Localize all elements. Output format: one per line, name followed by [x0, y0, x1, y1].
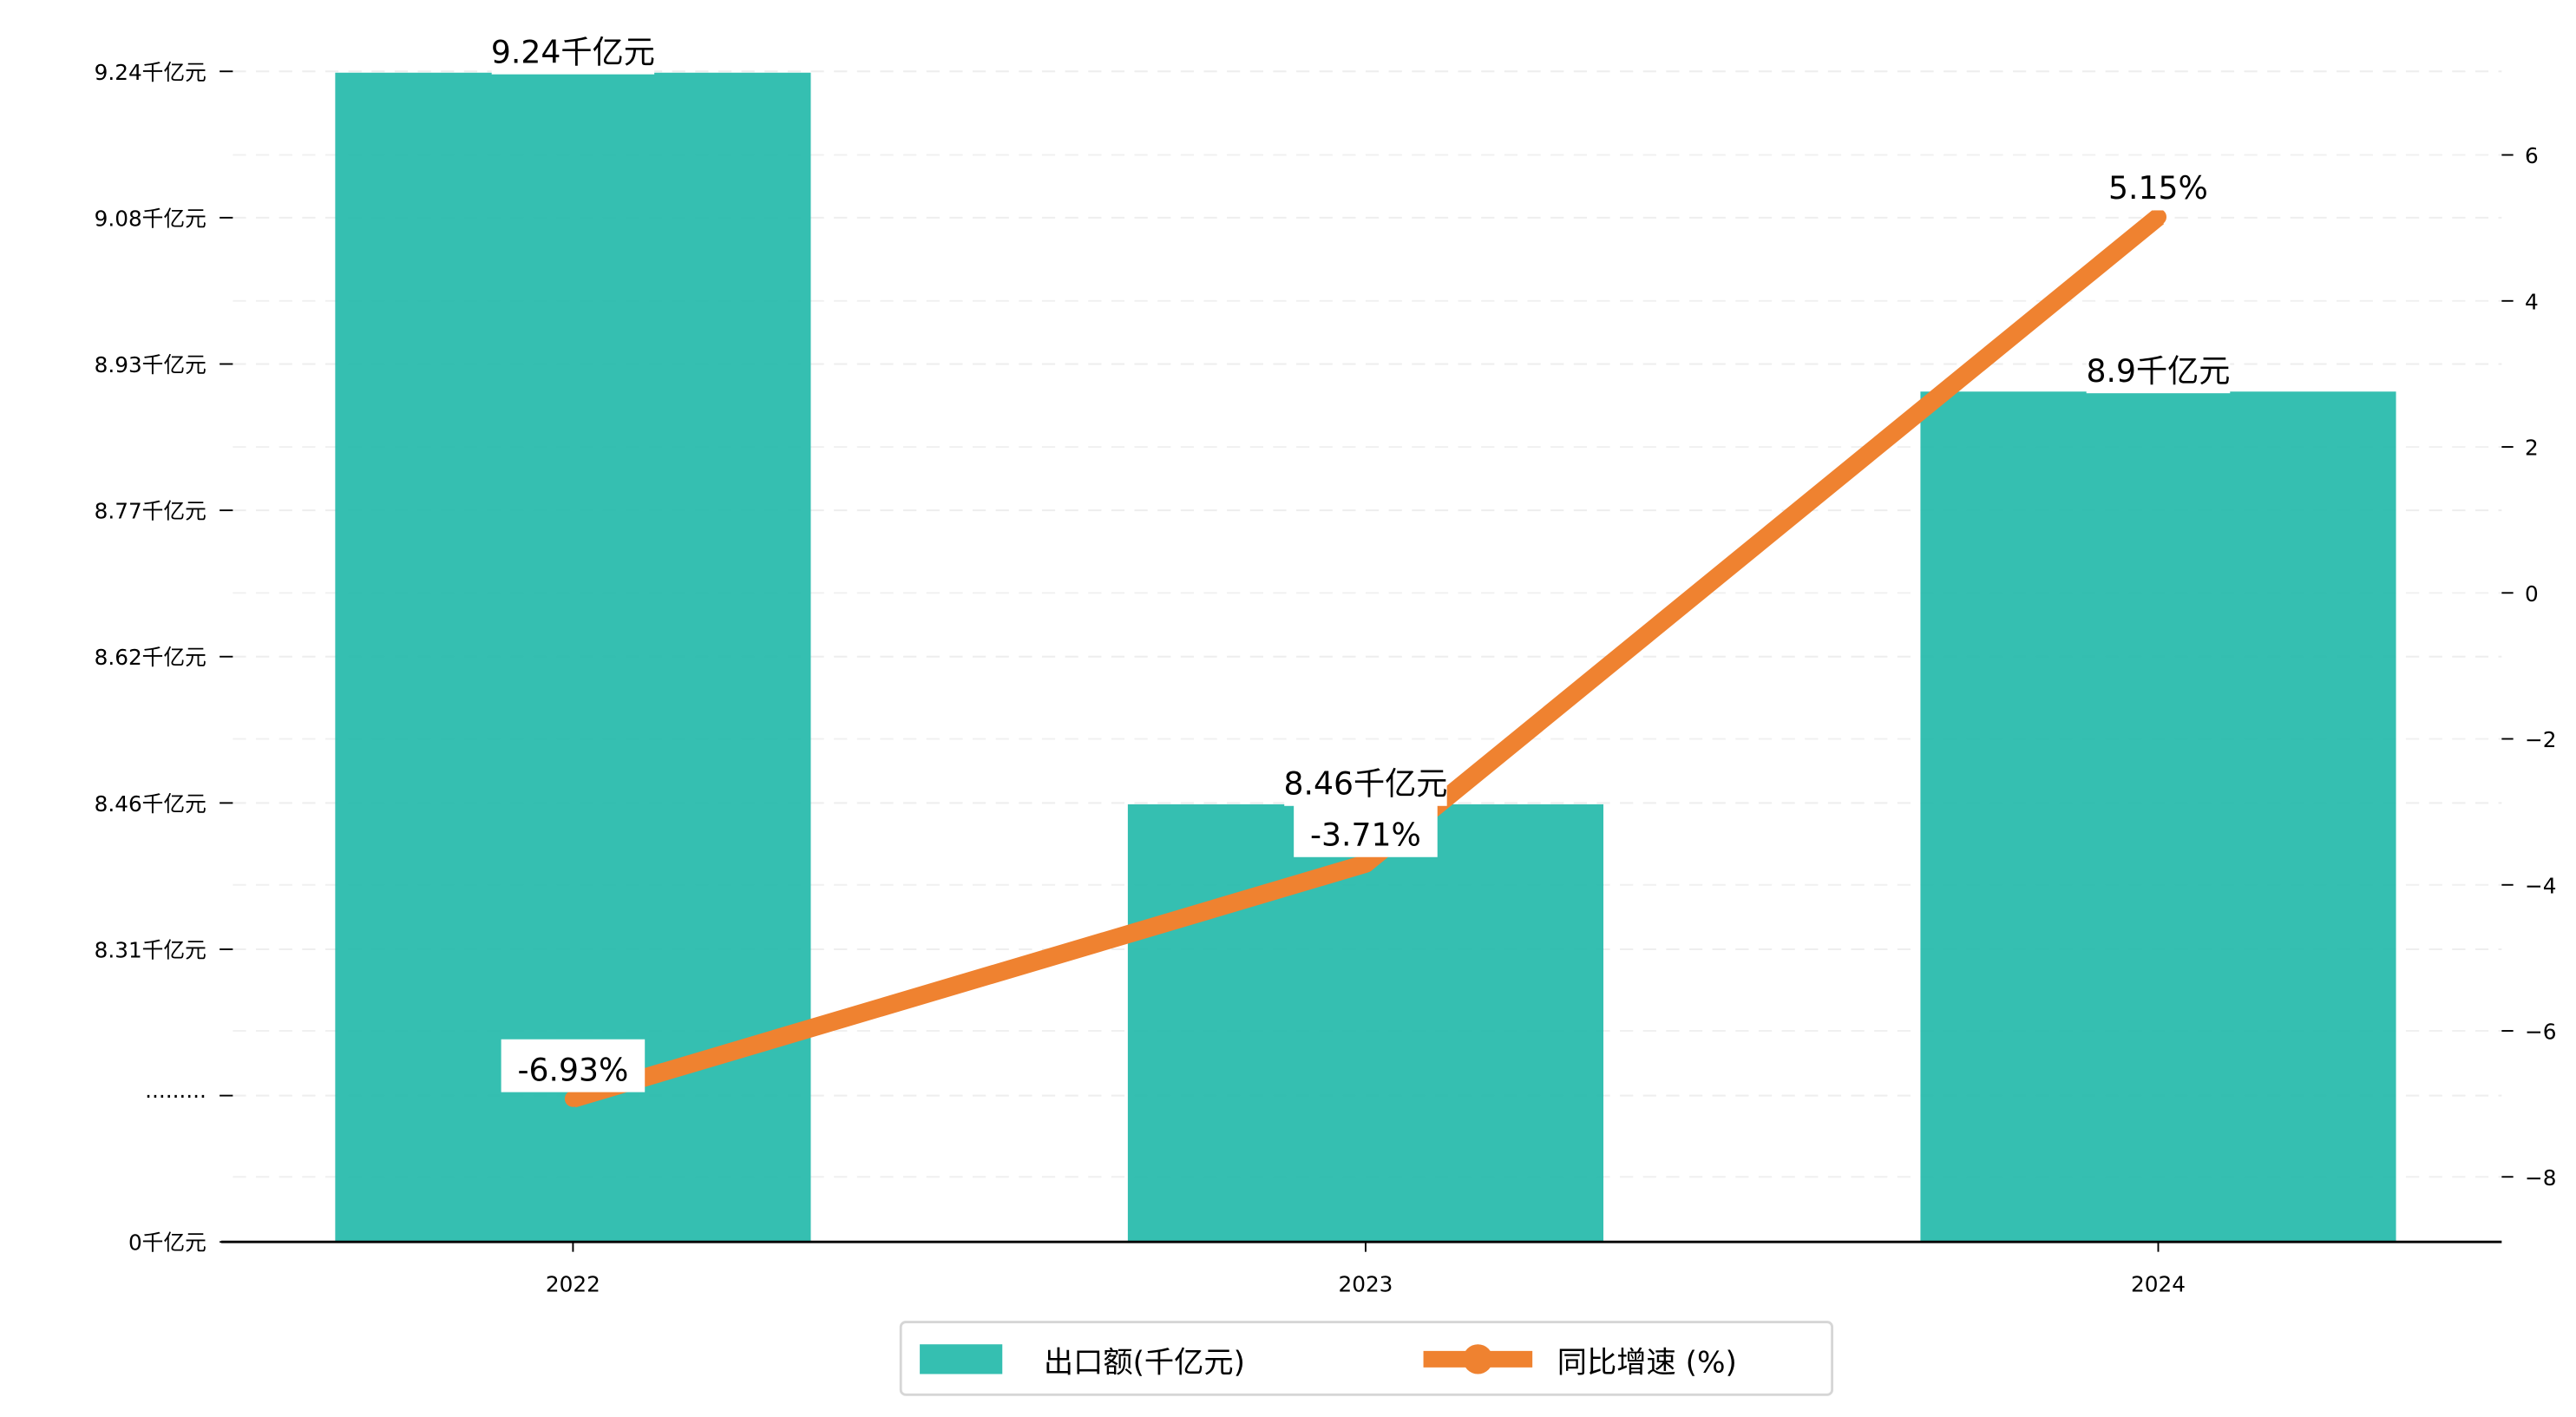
bar-value-label: 8.9千亿元 [2086, 352, 2230, 390]
growth-point-2022 [564, 1090, 581, 1107]
x-tick-label: 2022 [546, 1271, 600, 1296]
growth-point-2024 [2149, 208, 2167, 226]
growth-value-label: -3.71% [1310, 816, 1421, 853]
right-tick-label: 4 [2525, 289, 2539, 314]
growth-value-label: -6.93% [517, 1051, 628, 1088]
bar-2024 [1920, 391, 2396, 1243]
bar-value-label-bg [1284, 752, 1447, 806]
right-tick-label: −4 [2525, 873, 2556, 898]
legend: 出口额(千亿元) 同比增速 (%) [899, 1321, 1834, 1396]
left-tick-label: 9.24千亿元 [95, 60, 206, 85]
left-tick-label: 0千亿元 [128, 1230, 206, 1256]
legend-label-line: 同比增速 (%) [1557, 1346, 1737, 1381]
bar-value-label: 9.24千亿元 [491, 33, 655, 70]
right-tick-label: 0 [2525, 581, 2539, 607]
bar-2023 [1127, 804, 1604, 1243]
x-tick-label: 2024 [2131, 1271, 2186, 1296]
growth-point-2023 [1357, 855, 1374, 872]
left-tick-label: 8.93千亿元 [95, 352, 206, 377]
right-tick-label: 6 [2525, 143, 2539, 168]
left-tick-label: 8.31千亿元 [95, 938, 206, 963]
left-tick-label: ········· [145, 1084, 206, 1109]
growth-value-label-bg [1294, 804, 1438, 857]
bar-value-label-bg [491, 21, 655, 75]
right-tick-label: −2 [2525, 727, 2556, 752]
legend-swatch-marker [1463, 1344, 1493, 1374]
line-series [564, 208, 2167, 1108]
growth-value-label-bg [2095, 157, 2221, 211]
legend-label-bar: 出口额(千亿元) [1044, 1346, 1245, 1381]
legend-swatch-bar [920, 1344, 1003, 1374]
left-tick-label: 8.77千亿元 [95, 499, 206, 524]
x-tick-label: 2023 [1338, 1271, 1393, 1296]
bar-value-label: 8.46千亿元 [1283, 764, 1447, 802]
data-labels: 9.24千亿元 8.46千亿元 8.9千亿元 -6.93% -3.71% 5.15% [491, 21, 2231, 1092]
right-tick-label: −6 [2525, 1020, 2556, 1045]
right-tick-label: −8 [2525, 1165, 2556, 1191]
growth-value-label-bg [501, 1039, 646, 1092]
bar-value-label-bg [2086, 340, 2231, 394]
left-tick-label: 9.08千亿元 [95, 206, 206, 231]
growth-value-label: 5.15% [2108, 169, 2208, 207]
right-tick-label: 2 [2525, 436, 2539, 461]
axes: 0千亿元 ········· 8.31千亿元 8.46千亿元 8.62千亿元 8.77千亿… [95, 60, 2557, 1297]
left-tick-label: 8.46千亿元 [95, 791, 206, 817]
left-tick-label: 8.62千亿元 [95, 645, 206, 670]
legend-box [899, 1321, 1834, 1396]
